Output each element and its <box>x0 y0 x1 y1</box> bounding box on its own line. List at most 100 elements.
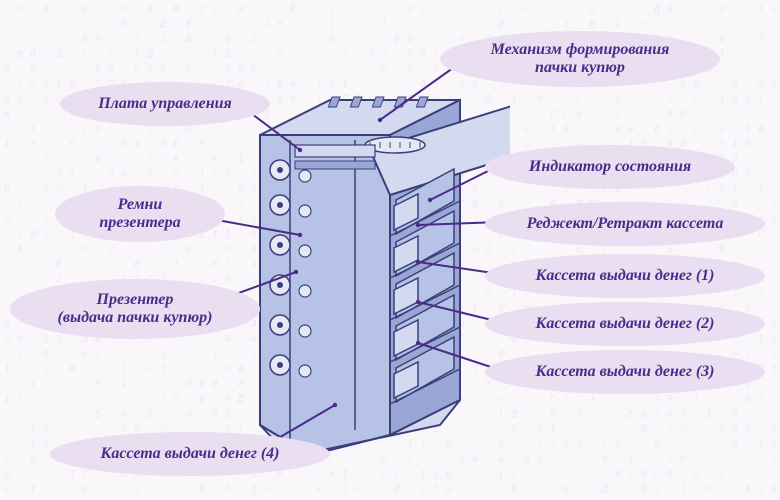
svg-text:1: 1 <box>394 469 400 480</box>
svg-text:0: 0 <box>446 394 452 405</box>
svg-text:0: 0 <box>407 124 413 135</box>
svg-text:0: 0 <box>17 334 23 345</box>
svg-text:Е: Е <box>355 394 361 405</box>
svg-text:1: 1 <box>706 454 712 465</box>
svg-text:1: 1 <box>589 394 595 405</box>
svg-text:А: А <box>250 319 257 330</box>
svg-text:0: 0 <box>121 169 127 180</box>
svg-text:1: 1 <box>212 349 218 360</box>
svg-text:0: 0 <box>4 214 10 225</box>
svg-text:1: 1 <box>446 334 452 345</box>
svg-text:Е: Е <box>745 124 751 135</box>
svg-text:0: 0 <box>576 244 582 255</box>
svg-text:Б: Б <box>4 484 10 495</box>
svg-text:1: 1 <box>30 439 36 450</box>
svg-text:0: 0 <box>329 349 335 360</box>
svg-text:0: 0 <box>43 334 49 345</box>
svg-text:1: 1 <box>498 4 504 15</box>
svg-text:0: 0 <box>43 349 49 360</box>
svg-text:Б: Б <box>381 259 387 270</box>
svg-text:1: 1 <box>472 364 478 375</box>
svg-text:1: 1 <box>342 484 348 495</box>
svg-text:1: 1 <box>771 319 777 330</box>
svg-text:0: 0 <box>381 34 387 45</box>
svg-text:0: 0 <box>121 139 127 150</box>
svg-text:1: 1 <box>407 109 413 120</box>
svg-text:Д: Д <box>354 244 362 255</box>
svg-text:Г: Г <box>95 394 102 405</box>
svg-text:Г: Г <box>550 394 557 405</box>
svg-text:А: А <box>341 259 348 270</box>
svg-text:0: 0 <box>342 409 348 420</box>
svg-text:Г: Г <box>394 364 401 375</box>
svg-text:1: 1 <box>303 259 309 270</box>
svg-text:0: 0 <box>771 4 777 15</box>
svg-text:0: 0 <box>407 49 413 60</box>
svg-text:А: А <box>354 214 361 225</box>
svg-text:1: 1 <box>368 289 374 300</box>
svg-text:0: 0 <box>186 409 192 420</box>
svg-text:1: 1 <box>95 139 101 150</box>
svg-text:Е: Е <box>160 169 166 180</box>
svg-text:Б: Б <box>563 454 569 465</box>
svg-text:А: А <box>211 154 218 165</box>
svg-text:1: 1 <box>329 4 335 15</box>
svg-text:А: А <box>42 34 49 45</box>
svg-text:0: 0 <box>420 124 426 135</box>
svg-text:1: 1 <box>407 424 413 435</box>
svg-text:0: 0 <box>680 109 686 120</box>
svg-text:Д: Д <box>458 79 466 90</box>
svg-text:Д: Д <box>601 484 609 495</box>
svg-text:1: 1 <box>381 409 387 420</box>
svg-text:0: 0 <box>511 484 517 495</box>
svg-text:0: 0 <box>446 139 452 150</box>
svg-text:0: 0 <box>225 64 231 75</box>
svg-text:В: В <box>290 94 296 105</box>
svg-text:1: 1 <box>264 19 270 30</box>
svg-text:Г: Г <box>303 364 310 375</box>
svg-text:0: 0 <box>134 259 140 270</box>
svg-text:1: 1 <box>680 484 686 495</box>
svg-text:0: 0 <box>277 49 283 60</box>
svg-text:1: 1 <box>303 319 309 330</box>
svg-text:В: В <box>771 424 777 435</box>
svg-text:1: 1 <box>95 259 101 270</box>
svg-text:1: 1 <box>563 19 569 30</box>
svg-text:В: В <box>329 34 335 45</box>
svg-text:1: 1 <box>342 109 348 120</box>
svg-text:1: 1 <box>56 79 62 90</box>
svg-text:Е: Е <box>264 289 270 300</box>
label-bundle-mechanism: Механизм формированияпачки купюр <box>440 31 720 87</box>
svg-text:0: 0 <box>30 229 36 240</box>
svg-text:1: 1 <box>17 109 23 120</box>
svg-text:0: 0 <box>95 379 101 390</box>
svg-text:Д: Д <box>757 79 765 90</box>
svg-text:0: 0 <box>394 349 400 360</box>
svg-text:0: 0 <box>381 169 387 180</box>
svg-text:Б: Б <box>563 124 569 135</box>
svg-text:0: 0 <box>732 94 738 105</box>
svg-text:1: 1 <box>30 424 36 435</box>
svg-text:1: 1 <box>511 94 517 105</box>
svg-text:Д: Д <box>276 259 284 270</box>
label-cassette-1: Кассета выдачи денег (1) <box>485 254 765 298</box>
svg-text:0: 0 <box>446 274 452 285</box>
svg-text:0: 0 <box>485 469 491 480</box>
svg-text:1: 1 <box>225 259 231 270</box>
svg-text:0: 0 <box>732 439 738 450</box>
svg-text:1: 1 <box>43 184 49 195</box>
svg-text:1: 1 <box>511 244 517 255</box>
svg-text:Е: Е <box>407 184 413 195</box>
svg-text:Д: Д <box>55 49 63 60</box>
svg-text:0: 0 <box>212 409 218 420</box>
svg-text:1: 1 <box>251 124 257 135</box>
svg-text:1: 1 <box>654 409 660 420</box>
svg-text:Г: Г <box>459 199 466 210</box>
svg-text:1: 1 <box>498 409 504 420</box>
svg-text:1: 1 <box>602 4 608 15</box>
svg-text:В: В <box>290 124 296 135</box>
svg-text:1: 1 <box>667 424 673 435</box>
svg-text:В: В <box>420 79 426 90</box>
label-text-cassette-1: Кассета выдачи денег (1) <box>535 267 714 285</box>
svg-text:1: 1 <box>719 469 725 480</box>
